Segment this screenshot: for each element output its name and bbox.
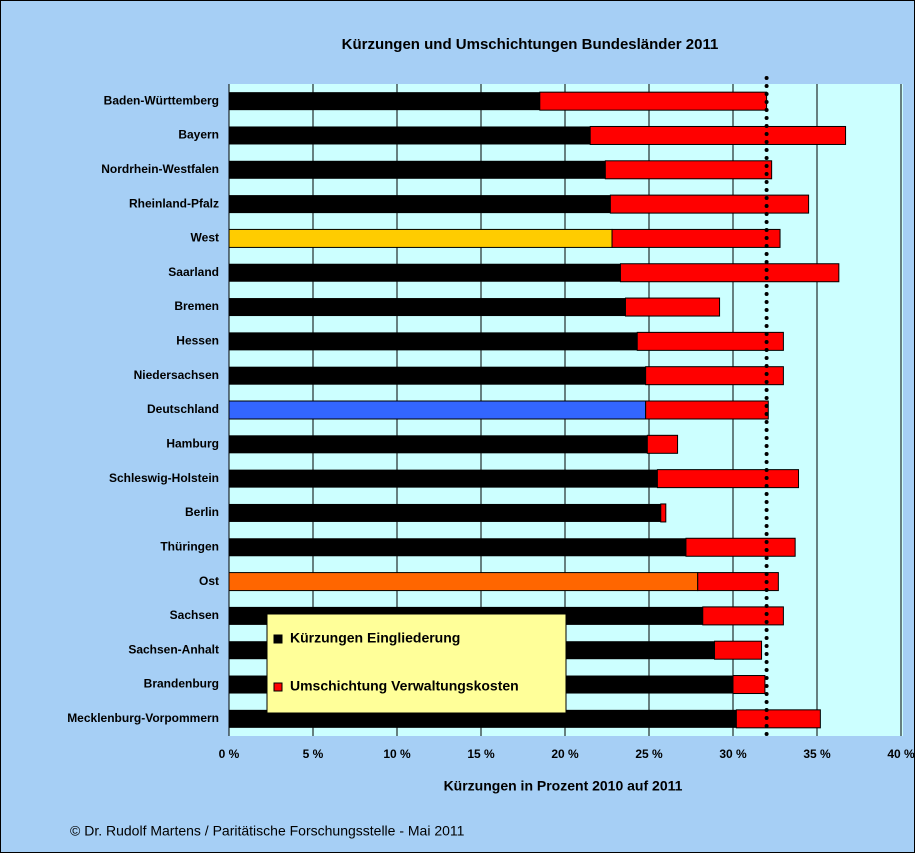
chart-title: Kürzungen und Umschichtungen Bundeslände… xyxy=(342,36,719,53)
bar-segment xyxy=(646,434,679,454)
legend-swatch xyxy=(273,682,283,692)
bar-segment xyxy=(660,503,667,523)
y-tick-label: Ost xyxy=(199,574,219,588)
bar-segment xyxy=(611,228,781,248)
y-tick-label: Berlin xyxy=(185,505,219,519)
bar-segment xyxy=(645,366,784,386)
bar-segment xyxy=(228,400,647,420)
bar-segment xyxy=(697,572,779,592)
y-tick-label: Nordrhein-Westfalen xyxy=(101,162,219,176)
y-tick-label: Saarland xyxy=(168,265,219,279)
x-tick-label: 25 % xyxy=(635,747,663,761)
x-tick-label: 0 % xyxy=(219,747,240,761)
x-tick-label: 40 % xyxy=(887,747,915,761)
y-tick-label: West xyxy=(191,231,219,245)
bar-segment xyxy=(636,331,784,351)
bar-segment xyxy=(229,332,638,351)
bar-segment xyxy=(228,228,613,248)
bar-segment xyxy=(229,298,626,317)
y-tick-label: Mecklenburg-Vorpommern xyxy=(67,711,219,725)
y-tick-label: Sachsen xyxy=(170,608,219,622)
y-tick-label: Sachsen-Anhalt xyxy=(128,642,219,656)
bar-segment xyxy=(229,538,686,557)
y-tick-label: Rheinland-Pfalz xyxy=(129,196,219,210)
y-tick-label: Hessen xyxy=(176,334,219,348)
bar-segment xyxy=(229,92,540,111)
bar-segment xyxy=(619,263,840,283)
x-tick-label: 35 % xyxy=(803,747,831,761)
legend-swatch xyxy=(273,634,283,644)
y-tick-label: Bayern xyxy=(178,128,219,142)
bar-segment xyxy=(229,195,611,214)
x-axis-label: Kürzungen in Prozent 2010 auf 2011 xyxy=(444,778,683,794)
bar-segment xyxy=(685,537,796,557)
y-tick-label: Baden-Württemberg xyxy=(104,93,219,107)
x-tick-label: 5 % xyxy=(303,747,324,761)
x-tick-label: 15 % xyxy=(467,747,495,761)
y-tick-label: Hamburg xyxy=(166,436,219,450)
bar-segment xyxy=(539,91,768,111)
legend-label: Umschichtung Verwaltungskosten xyxy=(290,678,519,694)
bar-segment xyxy=(645,400,769,420)
bar-segment xyxy=(229,709,737,728)
legend-label: Kürzungen Eingliederung xyxy=(290,630,460,646)
y-tick-label: Brandenburg xyxy=(144,677,219,691)
bar-segment xyxy=(229,366,646,385)
bar-segment xyxy=(229,263,621,282)
bar-segment xyxy=(589,125,847,145)
bar-segment xyxy=(229,126,591,145)
bar-segment xyxy=(702,606,784,626)
bar-segment xyxy=(229,435,648,454)
bar-segment xyxy=(735,709,821,729)
x-tick-label: 10 % xyxy=(383,747,411,761)
bar-segment xyxy=(624,297,721,317)
bar-segment xyxy=(229,503,661,522)
bar-segment xyxy=(229,469,658,488)
x-tick-label: 20 % xyxy=(551,747,579,761)
x-tick-label: 30 % xyxy=(719,747,747,761)
bar-segment xyxy=(732,675,766,695)
bar-segment xyxy=(228,572,699,592)
y-tick-label: Deutschland xyxy=(147,402,219,416)
y-tick-label: Niedersachsen xyxy=(134,368,219,382)
y-tick-label: Bremen xyxy=(174,299,219,313)
bar-segment xyxy=(229,160,606,179)
bar-segment xyxy=(656,469,800,489)
legend xyxy=(266,613,567,714)
footer: © Dr. Rudolf Martens / Paritätische Fors… xyxy=(70,823,465,839)
bar-segment xyxy=(604,160,773,180)
y-tick-label: Thüringen xyxy=(160,539,219,553)
y-tick-label: Schleswig-Holstein xyxy=(109,471,219,485)
bar-segment xyxy=(714,640,763,660)
bar-segment xyxy=(609,194,810,214)
